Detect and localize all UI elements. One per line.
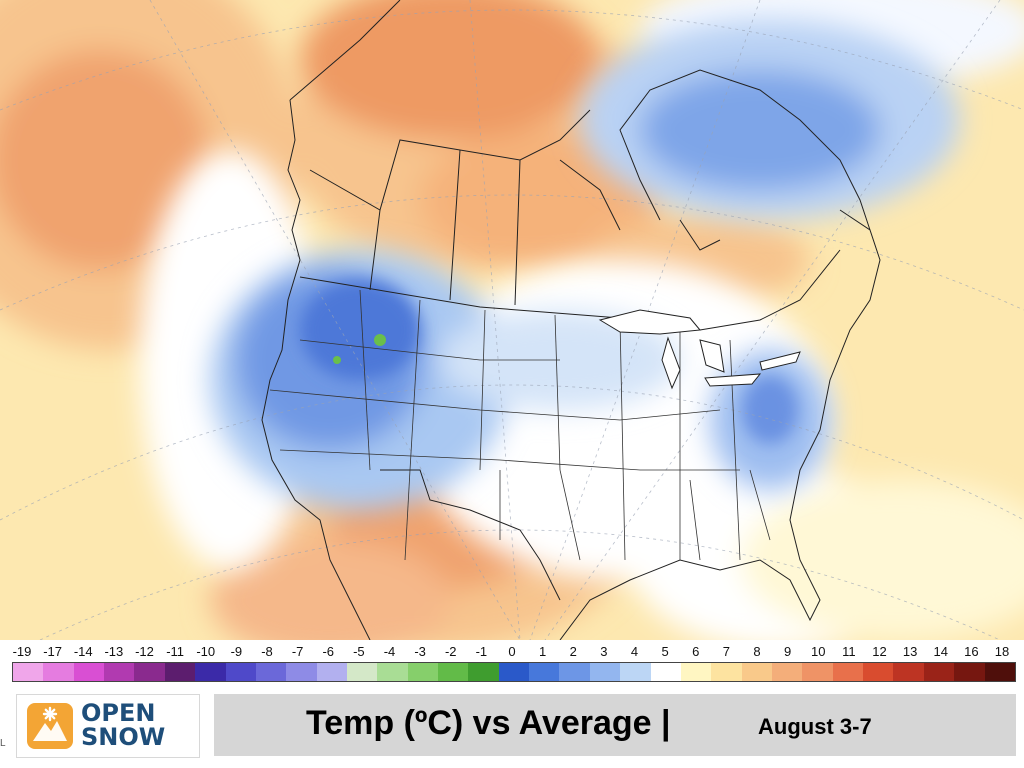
legend-swatch [984, 663, 1015, 681]
map-canvas [0, 0, 1024, 640]
legend-swatch [104, 663, 135, 681]
legend-tick-label: 6 [692, 644, 700, 659]
color-legend: -19 -17 -14 -13 -12 -11 -10 -9 -8 -7 -6 -5 -4 -3 -2 -1 0… [0, 640, 1024, 688]
legend-tick-label: 11 [842, 644, 856, 659]
legend-swatch [923, 663, 955, 681]
legend-tick-label: -5 [353, 644, 365, 659]
legend-tick-label: 4 [630, 644, 639, 659]
legend-swatch [559, 663, 590, 681]
legend-tick-label: -13 [104, 644, 124, 659]
legend-tick-label: 16 [964, 644, 979, 659]
legend-tick-label: -10 [196, 644, 216, 659]
legend-tick-labels: -19 -17 -14 -13 -12 -11 -10 -9 -8 -7 -6 -5 -4 -3 -2 -1 0… [8, 644, 1016, 662]
legend-tick-label: -19 [12, 644, 32, 659]
legend-swatch [620, 663, 651, 681]
legend-tick-label: 8 [753, 644, 761, 659]
legend-swatch [468, 663, 499, 681]
legend-tick-label: 18 [994, 644, 1010, 659]
legend-tick-label: 10 [811, 644, 826, 659]
legend-tick-label: 13 [902, 644, 918, 659]
legend-swatch [893, 663, 924, 681]
legend-tick-label: -3 [414, 644, 426, 659]
legend-swatch [832, 663, 864, 681]
legend-swatch [195, 663, 226, 681]
legend-swatch [164, 663, 196, 681]
opensnow-logo: OPEN SNOW [16, 694, 200, 758]
legend-tick-label: 3 [600, 644, 608, 659]
logo-glyph [33, 706, 67, 741]
legend-swatch [954, 663, 985, 681]
legend-swatch [407, 663, 439, 681]
legend-swatch [255, 663, 287, 681]
legend-tick-label: 5 [661, 644, 669, 659]
legend-tick-label: 1 [539, 644, 547, 659]
graticule [0, 0, 1024, 640]
legend-swatch [73, 663, 105, 681]
date-range: August 3-7 [758, 714, 872, 739]
legend-tick-label: -12 [135, 644, 154, 659]
legend-tick-label: 9 [784, 644, 792, 659]
snowflake-mountain-icon [27, 703, 73, 749]
legend-swatch [13, 663, 44, 681]
legend-swatch [498, 663, 530, 681]
legend-colorbar [12, 662, 1016, 682]
legend-swatch [650, 663, 681, 681]
legend-tick-label: -17 [43, 644, 63, 659]
legend-swatch [771, 663, 803, 681]
legend-swatch [134, 663, 165, 681]
logo-line-2: SNOW [81, 723, 166, 751]
legend-swatch [225, 663, 256, 681]
legend-swatch [377, 663, 408, 681]
legend-swatch [43, 663, 74, 681]
legend-tick-label: -7 [291, 644, 304, 659]
legend-tick-label: -9 [230, 644, 243, 659]
legend-swatch [346, 663, 378, 681]
strong-cool-patch [333, 356, 341, 364]
footer-bar: OPEN SNOW Temp (ºC) vs Average | August … [0, 690, 1024, 768]
legend-tick-label: -1 [475, 644, 488, 659]
legend-tick-label: -8 [261, 644, 273, 659]
legend-swatch [680, 663, 712, 681]
legend-tick-label: -4 [383, 644, 396, 659]
legend-swatch [286, 663, 317, 681]
legend-tick-label: -14 [73, 644, 93, 659]
legend-swatch [711, 663, 742, 681]
great-lakes [598, 309, 801, 390]
legend-tick-label: 0 [508, 644, 516, 659]
legend-swatch [529, 663, 560, 681]
legend-swatch [438, 663, 469, 681]
legend-swatch [589, 663, 621, 681]
legend-tick-label: -6 [322, 644, 335, 659]
legend-swatch [741, 663, 772, 681]
legend-swatch [802, 663, 833, 681]
legend-tick-label: 7 [722, 644, 730, 659]
legend-tick-label: -11 [166, 644, 185, 659]
logo-wordmark: OPEN SNOW [81, 701, 165, 749]
map-title: Temp (ºC) vs Average | [306, 704, 671, 742]
edge-mark: L [0, 738, 6, 749]
logo-line-1: OPEN [81, 699, 156, 727]
legend-swatch [316, 663, 347, 681]
temperature-anomaly-map [0, 0, 1024, 640]
strong-cool-patch [374, 334, 386, 346]
legend-tick-label: 2 [569, 644, 577, 659]
strong-cool-core [300, 280, 798, 444]
legend-tick-label: 12 [872, 644, 887, 659]
legend-tick-label: 14 [933, 644, 948, 659]
legend-tick-label: -2 [444, 644, 457, 659]
legend-swatch [863, 663, 894, 681]
title-banner: Temp (ºC) vs Average | August 3-7 [214, 694, 1016, 756]
